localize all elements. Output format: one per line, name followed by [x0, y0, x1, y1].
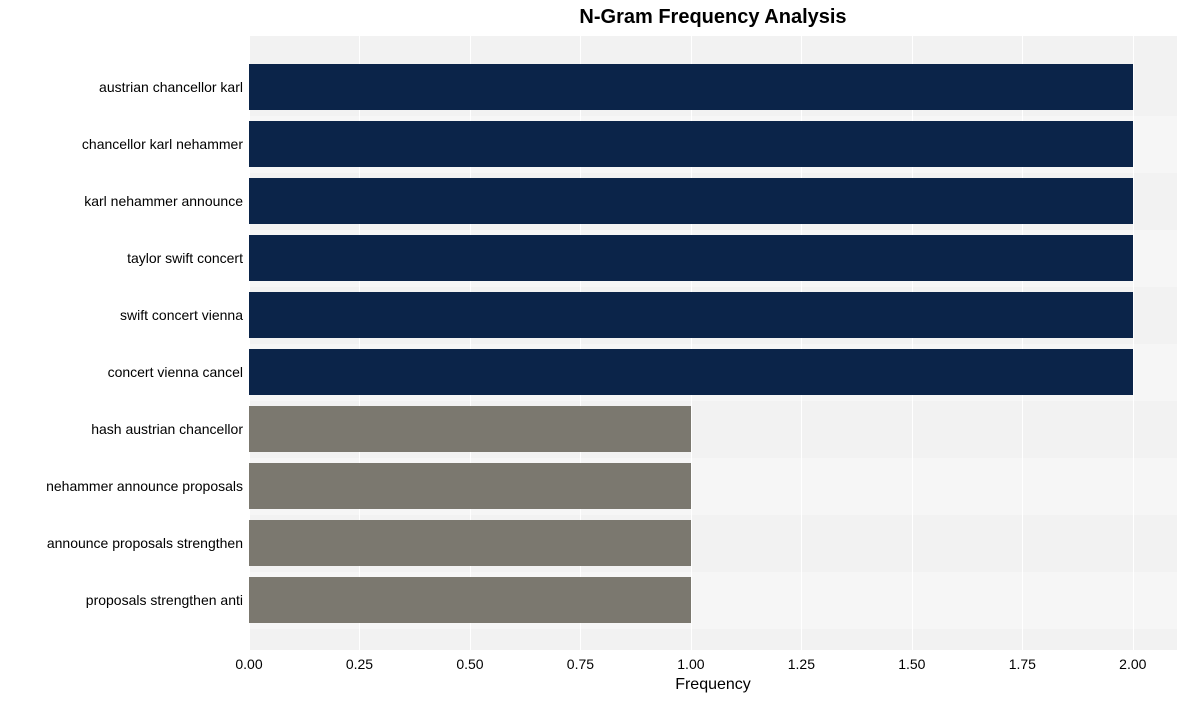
bar — [249, 292, 1133, 338]
x-tick-label: 1.25 — [788, 656, 815, 672]
y-tick-label: nehammer announce proposals — [0, 478, 243, 494]
y-tick-label: chancellor karl nehammer — [0, 136, 243, 152]
x-tick-label: 1.75 — [1009, 656, 1036, 672]
bar — [249, 121, 1133, 167]
y-tick-label: concert vienna cancel — [0, 364, 243, 380]
bar — [249, 178, 1133, 224]
bar — [249, 64, 1133, 110]
chart-title: N-Gram Frequency Analysis — [249, 6, 1177, 29]
x-tick-label: 1.50 — [898, 656, 925, 672]
bar — [249, 235, 1133, 281]
y-tick-label: proposals strengthen anti — [0, 592, 243, 608]
x-tick-label: 0.00 — [235, 656, 262, 672]
y-tick-label: announce proposals strengthen — [0, 535, 243, 551]
bar — [249, 520, 691, 566]
x-axis-label: Frequency — [249, 676, 1177, 694]
ngram-chart: N-Gram Frequency Analysis austrian chanc… — [0, 0, 1188, 701]
y-tick-label: swift concert vienna — [0, 307, 243, 323]
bar — [249, 349, 1133, 395]
y-tick-label: austrian chancellor karl — [0, 79, 243, 95]
x-tick-label: 0.25 — [346, 656, 373, 672]
bar — [249, 577, 691, 623]
y-axis-labels: austrian chancellor karl chancellor karl … — [0, 36, 249, 650]
y-tick-label: hash austrian chancellor — [0, 421, 243, 437]
bar — [249, 406, 691, 452]
x-tick-label: 0.75 — [567, 656, 594, 672]
plot-area — [249, 36, 1177, 650]
bar — [249, 463, 691, 509]
x-tick-label: 0.50 — [456, 656, 483, 672]
bars-layer — [249, 36, 1177, 650]
y-tick-label: taylor swift concert — [0, 250, 243, 266]
x-tick-label: 2.00 — [1119, 656, 1146, 672]
x-tick-label: 1.00 — [677, 656, 704, 672]
y-tick-label: karl nehammer announce — [0, 193, 243, 209]
